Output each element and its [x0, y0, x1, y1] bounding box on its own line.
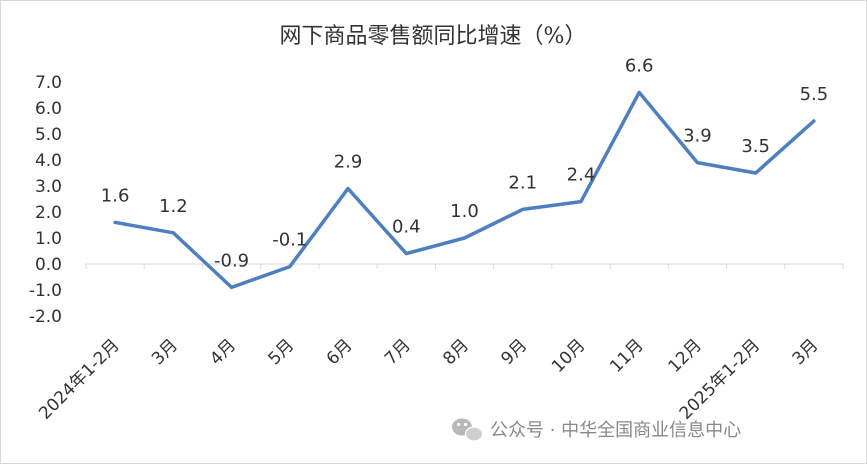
data-label: 3.5 — [741, 136, 770, 157]
x-category-label: 4月 — [206, 335, 240, 369]
x-category-label: 6月 — [323, 335, 357, 369]
data-label: 1.6 — [101, 185, 130, 206]
x-category-label: 3月 — [148, 335, 182, 369]
y-tick-label: 7.0 — [35, 73, 62, 93]
data-label: 1.0 — [450, 201, 479, 222]
y-tick-label: 2.0 — [35, 203, 62, 223]
x-category-label: 5月 — [265, 335, 299, 369]
x-category-label: 3月 — [789, 335, 823, 369]
data-label: 3.9 — [683, 126, 712, 147]
x-category-label: 8月 — [439, 335, 473, 369]
data-label: 2.4 — [567, 165, 596, 186]
x-category-label: 12月 — [664, 335, 705, 376]
data-label: 0.4 — [392, 217, 421, 238]
data-label: -0.9 — [214, 250, 249, 271]
x-category-label: 9月 — [497, 335, 531, 369]
data-label: 1.2 — [159, 196, 188, 217]
y-axis-ticks: 7.0 6.0 5.0 4.0 3.0 2.0 1.0 0.0 -1.0 -2.0 — [29, 73, 62, 327]
y-tick-label: 6.0 — [35, 99, 62, 119]
y-tick-label: 1.0 — [35, 229, 62, 249]
x-axis-categories: 2024年1-2月 3月 4月 5月 6月 7月 8月 9月 10月 11月 12月2025年1-2… — [35, 335, 822, 423]
series-line — [113, 90, 816, 290]
y-tick-label: 0.0 — [35, 255, 62, 275]
watermark: 公众号 · 中华全国商业信息中心 — [452, 418, 741, 442]
y-tick-label: -2.0 — [29, 307, 62, 327]
x-category-label: 10月 — [548, 335, 589, 376]
data-label: 6.6 — [625, 55, 654, 76]
chart-title: 网下商品零售额同比增速（%） — [280, 24, 587, 49]
y-tick-label: 4.0 — [35, 151, 62, 171]
x-category-label: 11月 — [606, 335, 647, 376]
y-tick-label: 5.0 — [35, 125, 62, 145]
data-label: 2.9 — [334, 152, 363, 173]
x-category-label: 2024年1-2月 — [35, 335, 123, 423]
data-label: 2.1 — [508, 172, 537, 193]
y-tick-label: -1.0 — [29, 281, 62, 301]
data-labels: 1.6 1.2 -0.9 -0.1 2.9 0.4 1.0 2.1 2.4 6.6 3.9 3.5 5.… — [101, 55, 828, 271]
data-label: 5.5 — [800, 84, 829, 105]
x-category-label: 7月 — [381, 335, 415, 369]
wechat-icon — [452, 418, 484, 442]
x-axis-tick-marks — [85, 264, 844, 269]
watermark-text: 公众号 · 中华全国商业信息中心 — [490, 420, 741, 441]
y-tick-label: 3.0 — [35, 177, 62, 197]
data-label: -0.1 — [272, 230, 307, 251]
